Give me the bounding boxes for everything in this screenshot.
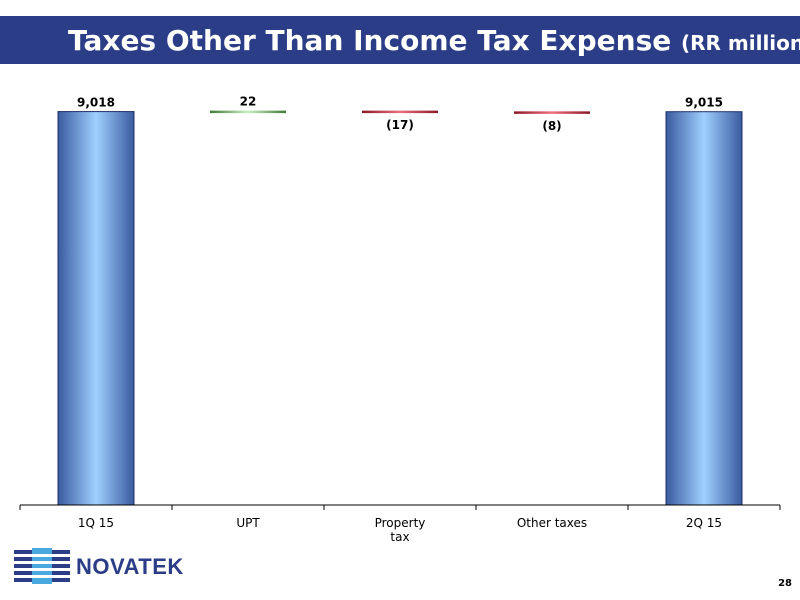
- labels-group: 9,018 22 (17) (8) 9,015: [77, 95, 723, 133]
- data-label-0: 9,018: [77, 96, 115, 110]
- category-label-2: Property: [375, 516, 426, 530]
- bar-2: [362, 110, 438, 114]
- bars-group: [57, 110, 743, 506]
- data-label-3: (8): [542, 119, 561, 133]
- data-label-4: 9,015: [685, 96, 723, 110]
- novatek-logo-icon: [14, 548, 70, 584]
- data-label-2: (17): [386, 118, 414, 132]
- header-bar: [0, 16, 800, 64]
- bar-1: [210, 110, 286, 114]
- category-label-0: 1Q 15: [78, 516, 114, 530]
- bar-0: [57, 111, 135, 506]
- category-label-3: Other taxes: [517, 516, 587, 530]
- page-title: Taxes Other Than Income Tax Expense (RR …: [68, 21, 800, 63]
- category-label-1: UPT: [236, 516, 260, 530]
- category-label-2-line2: tax: [390, 530, 409, 544]
- category-label-4: 2Q 15: [686, 516, 722, 530]
- title-unit: (RR million): [680, 31, 800, 55]
- data-label-1: 22: [240, 95, 257, 109]
- page-number: 28: [778, 578, 792, 589]
- bar-4: [665, 111, 743, 506]
- bar-3: [514, 111, 590, 114]
- title-text: Taxes Other Than Income Tax Expense: [68, 24, 672, 57]
- company-name: NOVATEK: [76, 554, 184, 579]
